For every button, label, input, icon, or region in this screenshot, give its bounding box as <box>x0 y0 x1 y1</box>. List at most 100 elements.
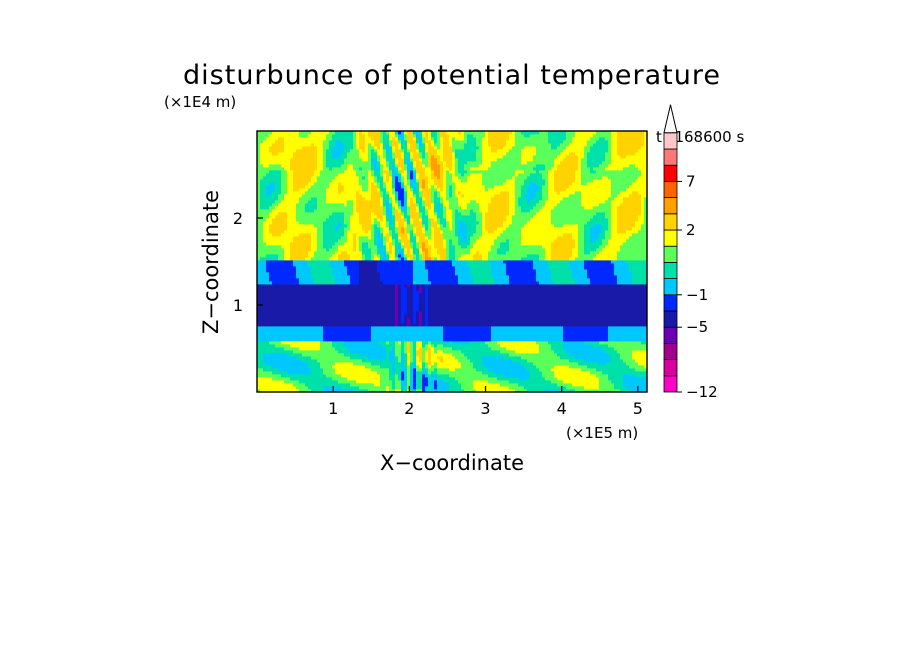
heatmap-cell <box>338 197 342 201</box>
heatmap-cell <box>350 152 354 156</box>
heatmap-cell <box>395 323 399 327</box>
heatmap-cell <box>389 161 393 165</box>
heatmap-cell <box>263 365 267 369</box>
heatmap-cell <box>416 218 420 222</box>
heatmap-cell <box>428 356 432 360</box>
heatmap-cell <box>374 275 378 279</box>
heatmap-cell <box>314 164 318 168</box>
heatmap-cell <box>374 269 378 273</box>
heatmap-cell <box>407 311 411 315</box>
heatmap-cell <box>356 131 360 135</box>
heatmap-cell <box>386 206 390 210</box>
heatmap-cell <box>332 359 336 363</box>
heatmap-cell <box>338 341 342 345</box>
heatmap-cell <box>293 194 297 198</box>
heatmap-cell <box>323 185 327 189</box>
heatmap-cell <box>317 242 321 246</box>
heatmap-cell <box>287 275 291 279</box>
heatmap-cell <box>416 161 420 165</box>
heatmap-cell <box>395 269 399 273</box>
heatmap-cell <box>296 137 300 141</box>
heatmap-cell <box>257 185 261 189</box>
heatmap-cell <box>326 287 330 291</box>
heatmap-cell <box>416 239 420 243</box>
heatmap-cell <box>293 218 297 222</box>
heatmap-cell <box>278 155 282 159</box>
heatmap-cell <box>350 221 354 225</box>
heatmap-cell <box>380 365 384 369</box>
heatmap-cell <box>308 365 312 369</box>
heatmap-cell <box>365 233 369 237</box>
heatmap-cell <box>410 287 414 291</box>
heatmap-cell <box>404 356 408 360</box>
heatmap-cell <box>308 149 312 153</box>
heatmap-cell <box>299 233 303 237</box>
heatmap-cell <box>311 368 315 372</box>
heatmap-cell <box>362 158 366 162</box>
heatmap-cell <box>395 134 399 138</box>
heatmap-cell <box>407 242 411 246</box>
heatmap-cell <box>371 338 375 342</box>
heatmap-cell <box>410 353 414 357</box>
heatmap-cell <box>359 215 363 219</box>
heatmap-cell <box>377 143 381 147</box>
heatmap-cell <box>425 227 429 231</box>
heatmap-cell <box>326 227 330 231</box>
heatmap-cell <box>308 305 312 309</box>
heatmap-cell <box>410 320 414 324</box>
heatmap-cell <box>347 359 351 363</box>
heatmap-cell <box>257 221 261 225</box>
heatmap-cell <box>332 335 336 339</box>
heatmap-cell <box>308 320 312 324</box>
heatmap-cell <box>371 188 375 192</box>
heatmap-cell <box>365 170 369 174</box>
heatmap-cell <box>305 287 309 291</box>
heatmap-cell <box>347 383 351 387</box>
heatmap-cell <box>323 218 327 222</box>
heatmap-cell <box>380 143 384 147</box>
heatmap-cell <box>302 149 306 153</box>
heatmap-cell <box>263 218 267 222</box>
heatmap-cell <box>365 158 369 162</box>
heatmap-cell <box>260 314 264 318</box>
heatmap-cell <box>404 212 408 216</box>
heatmap-cell <box>422 320 426 324</box>
heatmap-cell <box>425 182 429 186</box>
heatmap-cell <box>413 329 417 333</box>
heatmap-cell <box>341 200 345 204</box>
heatmap-cell <box>275 263 279 267</box>
heatmap-cell <box>380 140 384 144</box>
heatmap-cell <box>269 164 273 168</box>
heatmap-cell <box>323 137 327 141</box>
heatmap-cell <box>266 188 270 192</box>
heatmap-cell <box>338 137 342 141</box>
heatmap-cell <box>389 338 393 342</box>
heatmap-cell <box>347 290 351 294</box>
heatmap-cell <box>293 158 297 162</box>
heatmap-cell <box>260 287 264 291</box>
heatmap-cell <box>365 353 369 357</box>
heatmap-cell <box>260 242 264 246</box>
heatmap-cell <box>386 284 390 288</box>
heatmap-cell <box>305 206 309 210</box>
heatmap-cell <box>302 284 306 288</box>
heatmap-cell <box>275 275 279 279</box>
heatmap-cell <box>257 194 261 198</box>
heatmap-cell <box>281 215 285 219</box>
heatmap-cell <box>275 350 279 354</box>
heatmap-cell <box>320 275 324 279</box>
heatmap-cell <box>410 365 414 369</box>
heatmap-cell <box>413 338 417 342</box>
heatmap-cell <box>275 221 279 225</box>
heatmap-cell <box>356 182 360 186</box>
heatmap-cell <box>410 206 414 210</box>
heatmap-cell <box>257 188 261 192</box>
heatmap-cell <box>320 188 324 192</box>
heatmap-cell <box>359 239 363 243</box>
heatmap-cell <box>323 239 327 243</box>
heatmap-cell <box>317 269 321 273</box>
heatmap-cell <box>269 350 273 354</box>
heatmap-cell <box>350 341 354 345</box>
heatmap-cell <box>281 299 285 303</box>
heatmap-cell <box>368 131 372 135</box>
